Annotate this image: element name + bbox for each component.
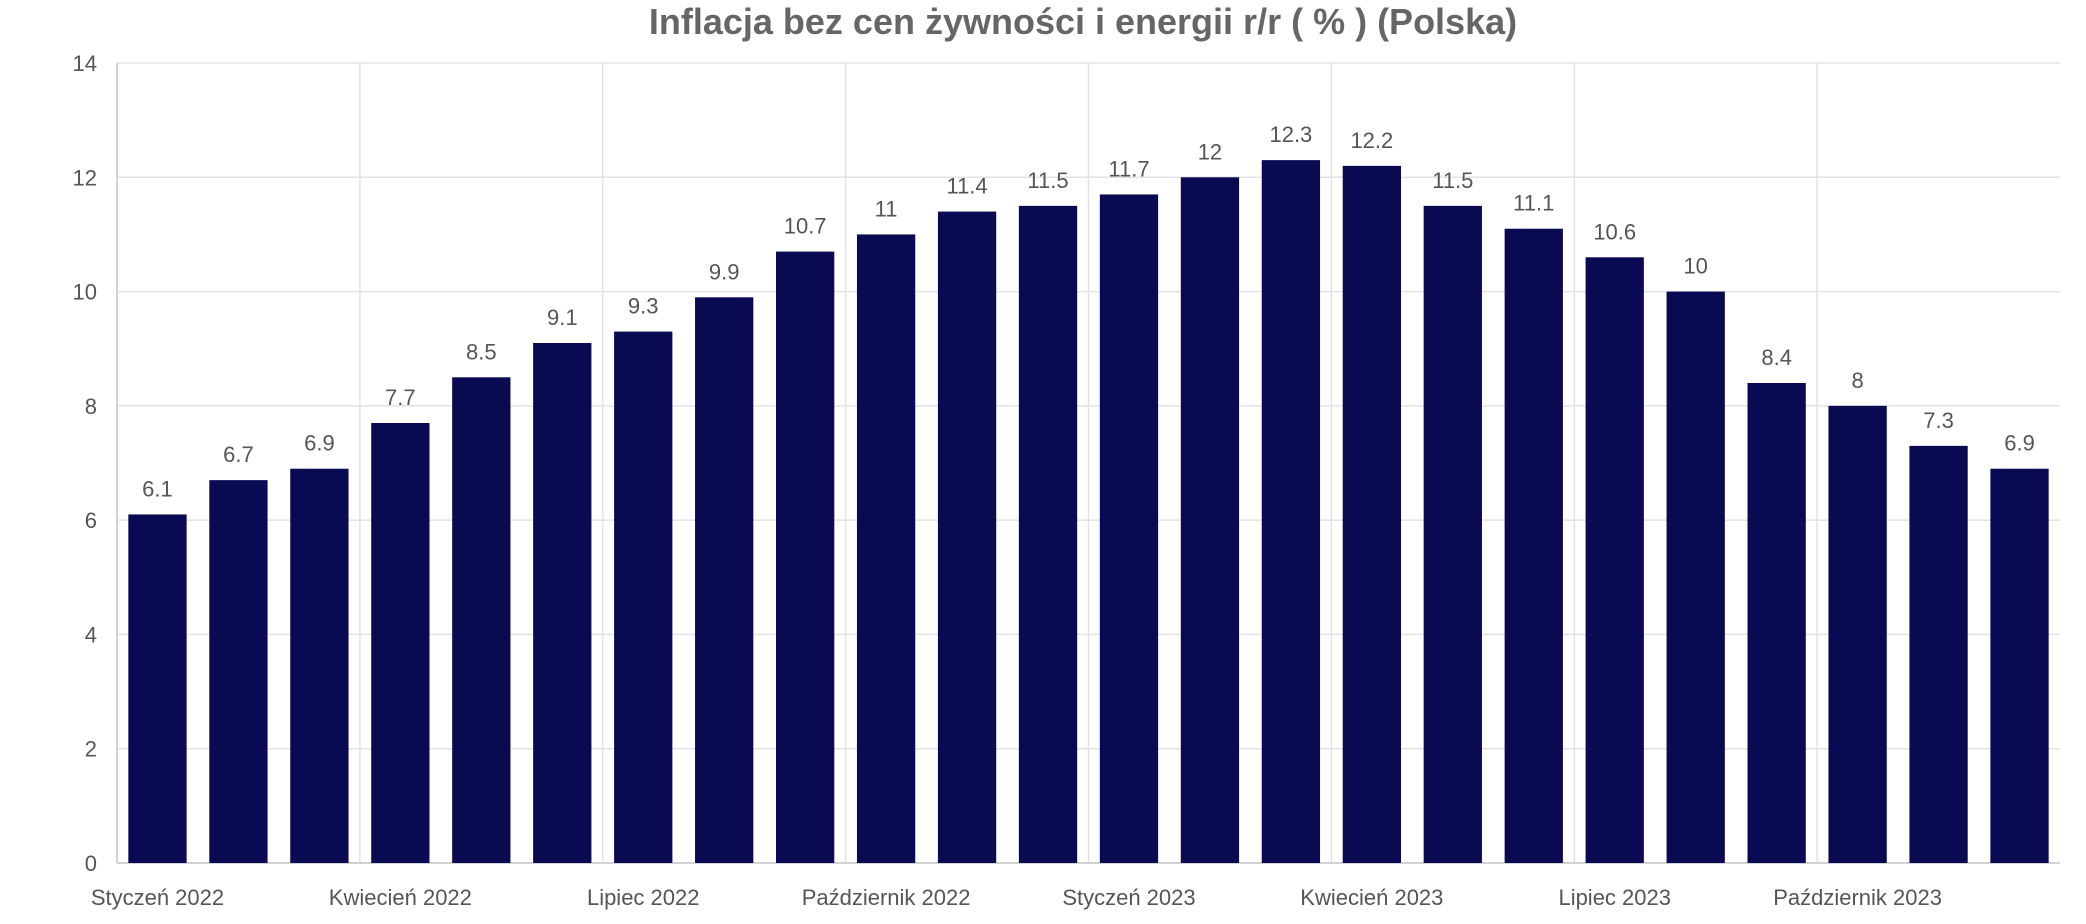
x-tick-label: Styczeń 2023 — [1062, 885, 1195, 910]
bar — [1423, 205, 1482, 863]
data-label: 6.7 — [223, 442, 254, 467]
bar — [856, 234, 916, 863]
data-label: 7.3 — [1923, 408, 1954, 433]
data-label: 11.7 — [1108, 156, 1149, 181]
data-label: 6.1 — [142, 476, 173, 501]
bar — [533, 343, 592, 863]
data-label: 11.5 — [1432, 168, 1473, 193]
data-label: 10 — [1683, 254, 1707, 279]
x-axis-ticks: Styczeń 2022 Kwiecień 2022 Lipiec 2022 Paźd… — [91, 885, 1942, 910]
bar — [209, 480, 268, 863]
y-tick-label: 8 — [85, 394, 97, 419]
x-tick-label: Kwiecień 2022 — [329, 885, 472, 910]
chart-title: Inflacja bez cen żywności i energii r/r … — [649, 1, 1517, 42]
bar — [1747, 383, 1806, 863]
x-tick-label: Lipiec 2023 — [1558, 885, 1671, 910]
data-label: 8.4 — [1761, 345, 1792, 370]
y-tick-label: 0 — [85, 851, 97, 876]
y-tick-label: 10 — [73, 280, 97, 305]
bar — [371, 423, 430, 863]
data-label: 8.5 — [466, 339, 497, 364]
data-label: 9.3 — [628, 294, 659, 319]
bar — [1261, 160, 1321, 864]
y-tick-label: 12 — [73, 165, 97, 190]
data-labels: 6.1 6.7 6.9 7.7 8.5 9.1 9.3 9.9 10.7 11 11.4 11.5 11… — [142, 122, 2035, 501]
x-tick-label: Lipiec 2022 — [587, 885, 700, 910]
bar — [776, 251, 835, 864]
y-tick-label: 6 — [85, 508, 97, 533]
bar — [1504, 228, 1563, 863]
data-label: 6.9 — [2004, 431, 2035, 456]
bar — [1666, 291, 1725, 864]
data-label: 12 — [1198, 139, 1222, 164]
bar — [1909, 445, 1968, 863]
data-label: 11.4 — [946, 174, 987, 199]
bar — [695, 297, 754, 863]
data-label: 9.9 — [709, 259, 740, 284]
bar — [1342, 165, 1401, 863]
bar — [1099, 194, 1159, 863]
data-label: 12.3 — [1269, 122, 1312, 147]
bar — [1018, 205, 1078, 863]
bar — [452, 377, 511, 863]
x-tick-label: Październik 2023 — [1773, 885, 1942, 910]
bar — [1990, 468, 2049, 863]
data-label: 10.7 — [784, 214, 827, 239]
data-label: 8 — [1851, 368, 1863, 393]
bar — [1585, 257, 1644, 863]
bars — [128, 160, 2049, 864]
data-label: 11.1 — [1513, 191, 1554, 216]
data-label: 11 — [875, 196, 898, 221]
grid — [116, 62, 2060, 864]
bar — [614, 331, 673, 864]
x-tick-label: Październik 2022 — [802, 885, 971, 910]
data-label: 9.1 — [547, 305, 578, 330]
y-axis-ticks: 0 2 4 6 8 10 12 14 — [73, 51, 97, 876]
y-tick-label: 2 — [85, 737, 97, 762]
y-tick-label: 14 — [73, 51, 97, 76]
data-label: 7.7 — [385, 385, 416, 410]
x-tick-label: Styczeń 2022 — [91, 885, 224, 910]
bar — [290, 468, 349, 863]
data-label: 11.5 — [1027, 168, 1068, 193]
data-label: 12.2 — [1350, 128, 1393, 153]
bar — [937, 211, 997, 864]
data-label: 6.9 — [304, 431, 335, 456]
bar — [1828, 405, 1887, 863]
bar — [128, 514, 187, 863]
data-label: 10.6 — [1593, 219, 1636, 244]
x-tick-label: Kwiecień 2023 — [1300, 885, 1443, 910]
bar — [1180, 177, 1240, 864]
y-tick-label: 4 — [85, 622, 97, 647]
